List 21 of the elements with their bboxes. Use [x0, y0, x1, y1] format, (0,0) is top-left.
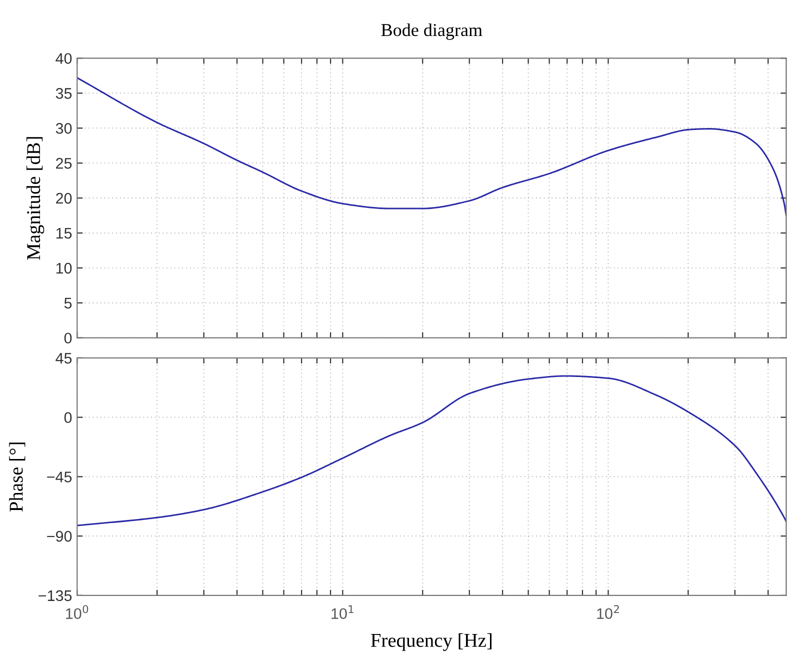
y-axis-title: Phase [°] [9, 442, 26, 512]
y-tick-label: 20 [56, 192, 72, 204]
y-tick-label: 15 [56, 228, 72, 239]
y-tick-label: 10 [56, 262, 72, 274]
y-tick-label: −90 [47, 530, 72, 542]
x-tick-label: 10$^{2}$ [597, 605, 619, 620]
x-tick-label: 10$^{1}$ [332, 605, 354, 620]
chart-title: Bode diagram [381, 23, 482, 40]
y-tick-label: 25 [56, 158, 72, 169]
x-tick-label: 10$^{0}$ [66, 605, 88, 620]
y-tick-label: 0 [64, 412, 72, 423]
y-axis-title: Magnitude [dB] [26, 137, 44, 260]
y-tick-label: 40 [56, 53, 72, 64]
y-tick-label: 35 [56, 88, 72, 99]
y-tick-label: −45 [47, 472, 72, 482]
y-tick-label: −135 [38, 590, 72, 602]
y-tick-label: 45 [56, 352, 72, 364]
y-tick-label: 30 [56, 122, 72, 134]
x-axis-title: Frequency [Hz] [370, 633, 492, 651]
y-tick-label: 5 [64, 298, 72, 309]
y-tick-label: 0 [64, 332, 72, 344]
